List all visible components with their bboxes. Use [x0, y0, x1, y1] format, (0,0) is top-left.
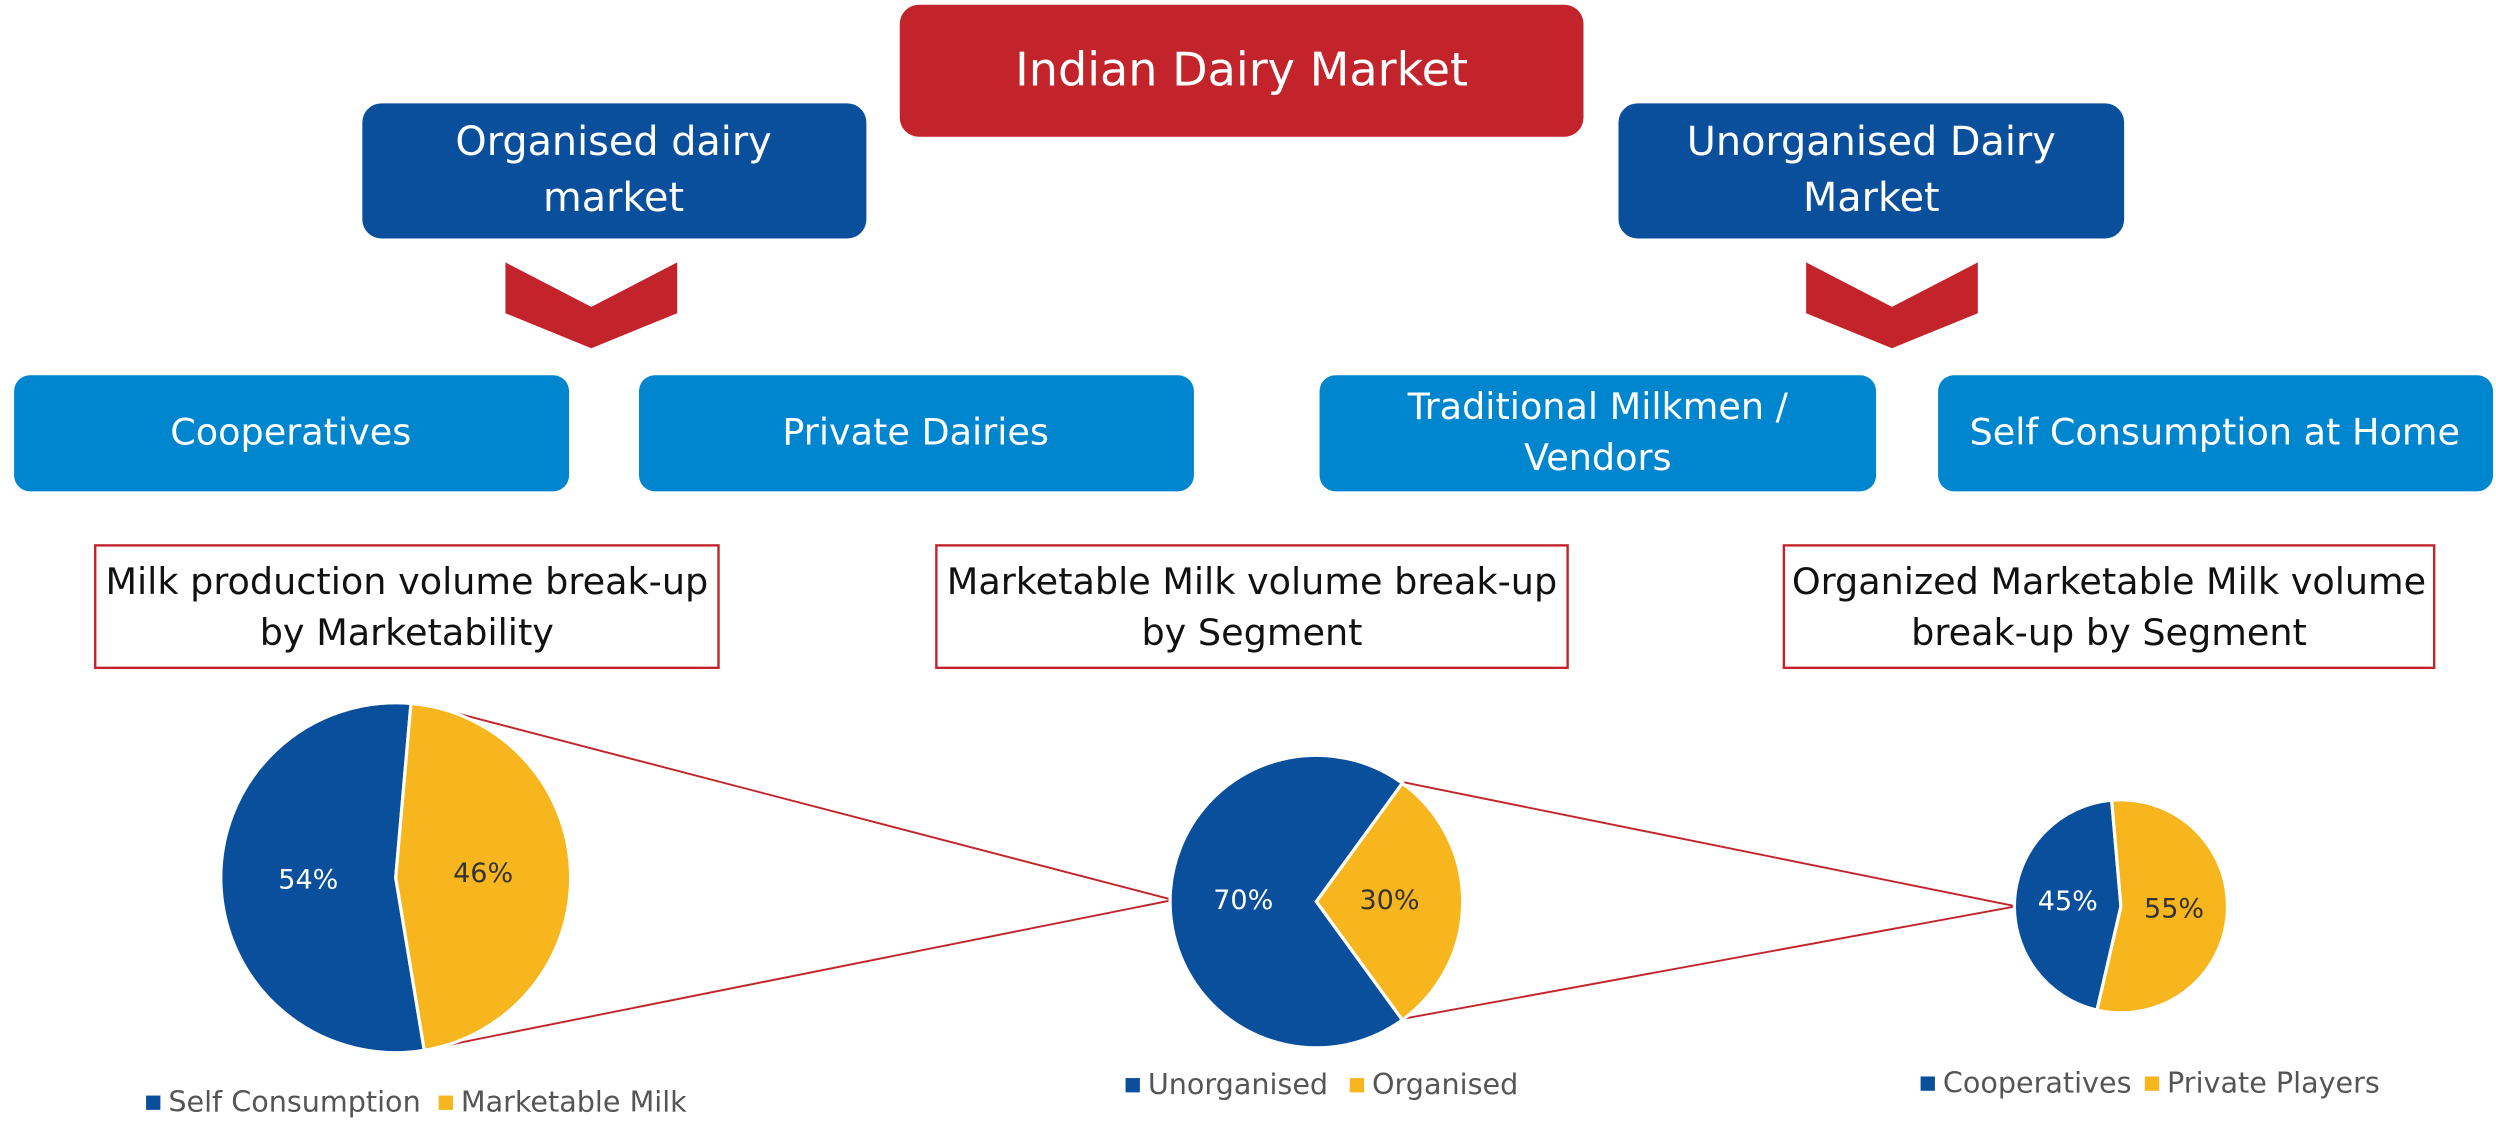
chevron	[1806, 262, 1978, 349]
pie-slice	[1168, 753, 1405, 1050]
chevron	[505, 262, 678, 349]
data-label: 54%	[278, 865, 338, 896]
connectors	[417, 703, 2017, 1052]
connector	[1400, 905, 2017, 1021]
legend-swatch	[438, 1095, 453, 1110]
chart-title: Marketable Milk volume break-up	[947, 560, 1557, 603]
root-box	[899, 4, 1584, 137]
node-label: Unorganised Dairy	[1687, 119, 2056, 165]
chart-title-box	[94, 544, 720, 670]
data-label: 70%	[1213, 885, 1273, 916]
legend-label: Private Players	[2167, 1065, 2380, 1099]
legend-swatch	[1349, 1078, 1365, 1093]
data-label: 45%	[2038, 886, 2098, 917]
node-box	[362, 103, 867, 239]
legend-swatch	[146, 1095, 161, 1110]
node-label: Traditional Milkmen /	[1407, 385, 1789, 428]
legend-label: Self Consumption	[168, 1085, 420, 1119]
root-label: Indian Dairy Market	[1015, 43, 1468, 97]
data-label: 46%	[453, 858, 513, 889]
node-box	[1938, 375, 2494, 492]
node-box	[1319, 375, 1877, 492]
connector	[1403, 781, 2017, 908]
chart-title: Organized Marketable Milk volume	[1792, 560, 2426, 603]
legend-label: Cooperatives	[1943, 1065, 2132, 1099]
node-label: Private Dairies	[782, 411, 1049, 454]
node-label: Cooperatives	[170, 411, 411, 454]
legend-swatch	[1920, 1076, 1935, 1091]
pie-slice	[219, 701, 427, 1055]
pie-slice	[394, 701, 573, 1053]
connector	[422, 703, 1174, 901]
chart-title: by Segment	[1141, 611, 1362, 654]
node-label: market	[543, 175, 684, 221]
legend-swatch	[1125, 1078, 1140, 1093]
chart-title: Milk production volume break-up	[105, 560, 708, 603]
node-box	[14, 375, 570, 492]
legend-label: Organised	[1372, 1067, 1518, 1101]
node-label: Organised dairy	[455, 119, 771, 165]
legend-swatch	[2144, 1076, 2160, 1091]
data-label: 55%	[2144, 894, 2204, 925]
connector	[417, 899, 1174, 1052]
node-box	[1618, 103, 2125, 239]
chart-title: break-up by Segment	[1911, 611, 2307, 654]
node-label: Market	[1803, 175, 1940, 221]
legend-label: Marketable Milk	[461, 1085, 687, 1119]
legend-label: Unorganised	[1148, 1067, 1328, 1101]
node-label: Vendors	[1524, 436, 1672, 479]
node-label: Self Consumption at Home	[1970, 411, 2460, 454]
chart-title-box	[1782, 544, 2436, 670]
chart-title: by Marketability	[260, 611, 554, 654]
pie-slice	[1314, 780, 1465, 1023]
node-box	[639, 375, 1194, 492]
pie-slice	[2095, 798, 2230, 1015]
data-label: 30%	[1359, 885, 1419, 916]
pie-slice	[2012, 798, 2123, 1013]
chart-title-box	[935, 544, 1569, 670]
